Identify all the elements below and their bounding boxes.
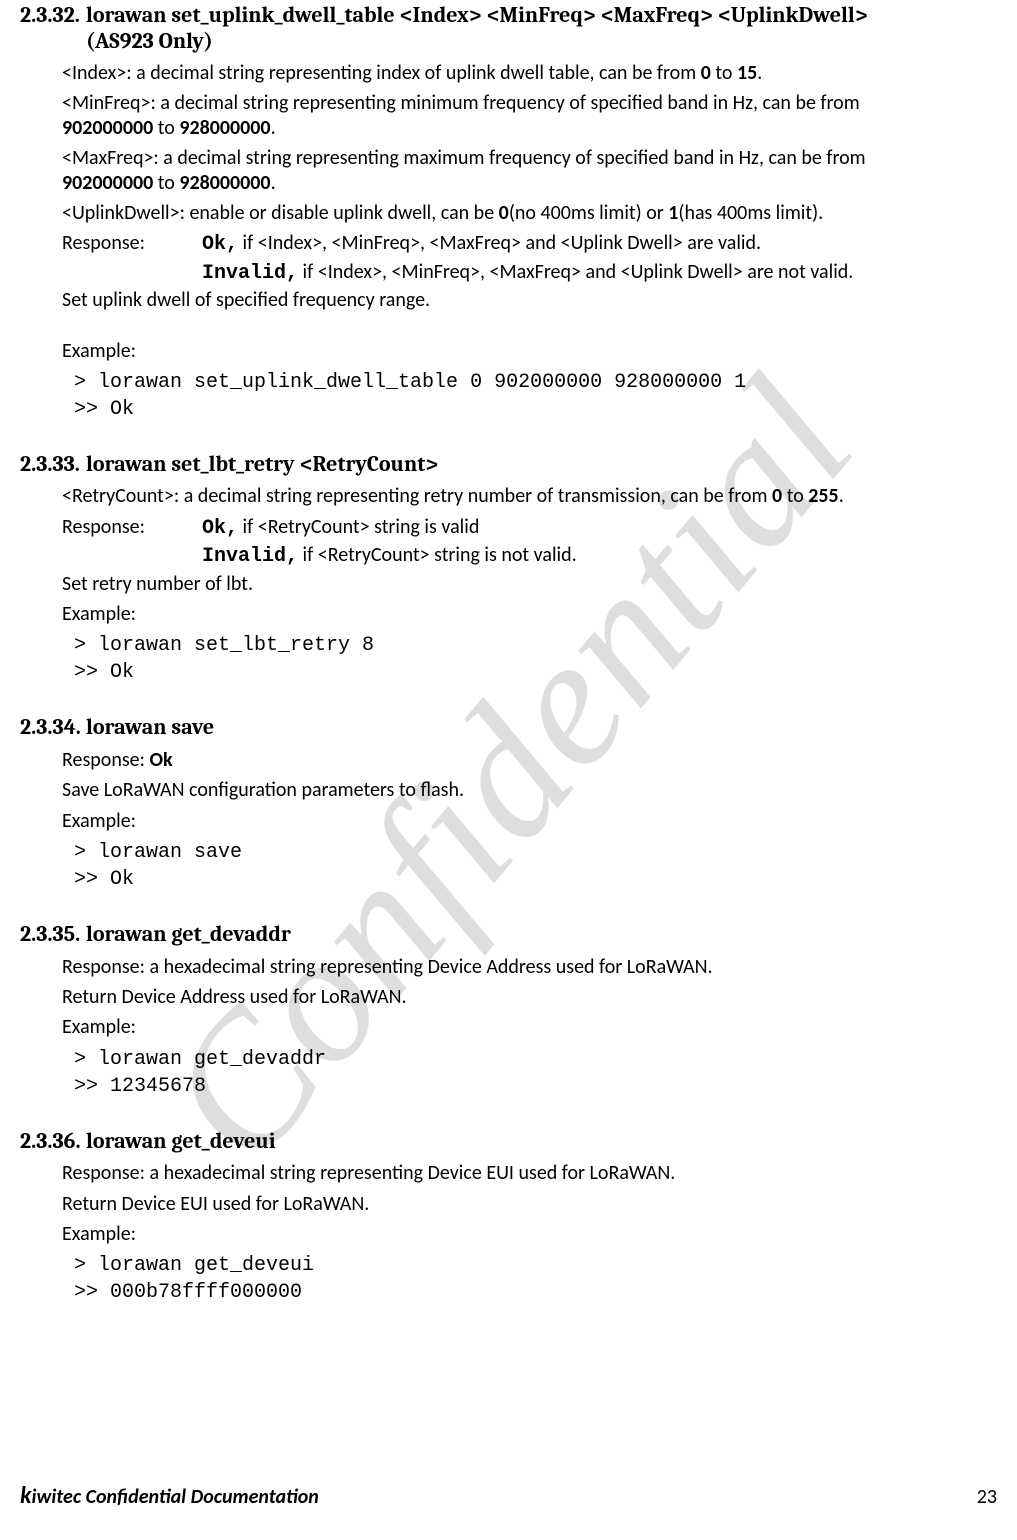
footer-brand: kiwitec Confidential Documentation [20, 1481, 319, 1510]
section-title: lorawan save [86, 714, 214, 740]
response-invalid: Invalid, [202, 262, 298, 285]
page-content: 2.3.32.lorawan set_uplink_dwell_table <I… [20, 0, 997, 1306]
section-title: lorawan get_devaddr [86, 921, 291, 947]
example-code: > lorawan set_lbt_retry 8 >> Ok [74, 632, 997, 686]
footer-brand-rest: iwitec Confidential Documentation [32, 1485, 319, 1509]
param-minfreq: <MinFreq>: a decimal string representing… [62, 91, 997, 140]
text: <UplinkDwell>: enable or disable uplink … [62, 201, 499, 225]
text: . [839, 484, 844, 508]
section-number: 2.3.35. [20, 921, 86, 949]
text-bold: 902000000 [62, 171, 153, 195]
text: <RetryCount>: a decimal string represent… [62, 484, 772, 508]
section-title: lorawan get_deveui [86, 1128, 276, 1154]
section-title: lorawan set_lbt_retry <RetryCount> [86, 451, 438, 477]
section-number: 2.3.34. [20, 714, 86, 742]
text: <Index>: a decimal string representing i… [62, 61, 701, 85]
text: if <RetryCount> string is not valid. [298, 543, 577, 567]
text: (has 400ms limit). [678, 201, 823, 225]
section-title: lorawan set_uplink_dwell_table <Index> <… [86, 2, 868, 28]
section-heading-33: 2.3.33.lorawan set_lbt_retry <RetryCount… [20, 451, 997, 479]
response-row: Response: a hexadecimal string represent… [62, 955, 997, 979]
description: Return Device Address used for LoRaWAN. [62, 985, 997, 1009]
text: to [782, 484, 808, 508]
text: if <Index>, <MinFreq>, <MaxFreq> and <Up… [298, 260, 853, 284]
response-row: Response:Ok, if <Index>, <MinFreq>, <Max… [62, 231, 997, 257]
text: . [271, 116, 276, 140]
example-code: > lorawan get_deveui >> 000b78ffff000000 [74, 1252, 997, 1306]
section-number: 2.3.33. [20, 451, 86, 479]
response-label: Response: [62, 748, 150, 772]
example-code: > lorawan get_devaddr >> 12345678 [74, 1046, 997, 1100]
section-number: 2.3.32. [20, 2, 86, 30]
section-heading-32: 2.3.32.lorawan set_uplink_dwell_table <I… [20, 2, 997, 55]
text: . [271, 171, 276, 195]
text: . [757, 61, 762, 85]
text: <MinFreq>: a decimal string representing… [62, 91, 860, 115]
description: Return Device EUI used for LoRaWAN. [62, 1192, 997, 1216]
text-bold: 255 [808, 484, 838, 508]
example-label: Example: [62, 602, 997, 626]
text-bold: 0 [499, 201, 509, 225]
section-body-36: Response: a hexadecimal string represent… [62, 1161, 997, 1306]
text: to [153, 171, 179, 195]
param-uplinkdwell: <UplinkDwell>: enable or disable uplink … [62, 201, 997, 225]
response-ok: Ok, [202, 517, 238, 540]
example-label: Example: [62, 1222, 997, 1246]
page-footer: kiwitec Confidential Documentation 23 [20, 1481, 997, 1510]
response-ok: Ok, [202, 233, 238, 256]
footer-brand-k: k [20, 1481, 32, 1510]
example-label: Example: [62, 1015, 997, 1039]
response-row: Response: a hexadecimal string represent… [62, 1161, 997, 1185]
example-code: > lorawan set_uplink_dwell_table 0 90200… [74, 369, 997, 423]
text: if <Index>, <MinFreq>, <MaxFreq> and <Up… [238, 231, 761, 255]
text-bold: 1 [668, 201, 678, 225]
description: Save LoRaWAN configuration parameters to… [62, 778, 997, 802]
example-code: > lorawan save >> Ok [74, 839, 997, 893]
text-bold: 928000000 [179, 171, 270, 195]
text-bold: 0 [701, 61, 711, 85]
response-invalid: Invalid, [202, 545, 298, 568]
section-body-33: <RetryCount>: a decimal string represent… [62, 484, 997, 686]
example-label: Example: [62, 809, 997, 833]
section-subtitle: (AS923 Only) [86, 28, 997, 56]
section-heading-35: 2.3.35.lorawan get_devaddr [20, 921, 997, 949]
text: (no 400ms limit) or [509, 201, 668, 225]
text-bold: 0 [772, 484, 782, 508]
response-label: Response: [62, 231, 202, 255]
description: Set uplink dwell of specified frequency … [62, 288, 997, 312]
text: to [153, 116, 179, 140]
example-label: Example: [62, 339, 997, 363]
param-index: <Index>: a decimal string representing i… [62, 61, 997, 85]
response-label: Response: [62, 515, 202, 539]
text: to [711, 61, 737, 85]
section-body-34: Response: Ok Save LoRaWAN configuration … [62, 748, 997, 893]
text: if <RetryCount> string is valid [238, 515, 479, 539]
text-bold: 902000000 [62, 116, 153, 140]
section-heading-36: 2.3.36.lorawan get_deveui [20, 1128, 997, 1156]
response-row-invalid: Invalid, if <RetryCount> string is not v… [202, 543, 997, 569]
text-bold: 928000000 [179, 116, 270, 140]
param-retrycount: <RetryCount>: a decimal string represent… [62, 484, 997, 508]
description: Set retry number of lbt. [62, 572, 997, 596]
param-maxfreq: <MaxFreq>: a decimal string representing… [62, 146, 997, 195]
text: <MaxFreq>: a decimal string representing… [62, 146, 866, 170]
response-row: Response:Ok, if <RetryCount> string is v… [62, 515, 997, 541]
section-body-35: Response: a hexadecimal string represent… [62, 955, 997, 1100]
section-heading-34: 2.3.34.lorawan save [20, 714, 997, 742]
text-bold: 15 [737, 61, 757, 85]
response-row: Response: Ok [62, 748, 997, 772]
section-body-32: <Index>: a decimal string representing i… [62, 61, 997, 423]
response-row-invalid: Invalid, if <Index>, <MinFreq>, <MaxFreq… [202, 260, 997, 286]
page-number: 23 [977, 1485, 997, 1509]
response-ok: Ok [150, 748, 173, 772]
section-number: 2.3.36. [20, 1128, 86, 1156]
